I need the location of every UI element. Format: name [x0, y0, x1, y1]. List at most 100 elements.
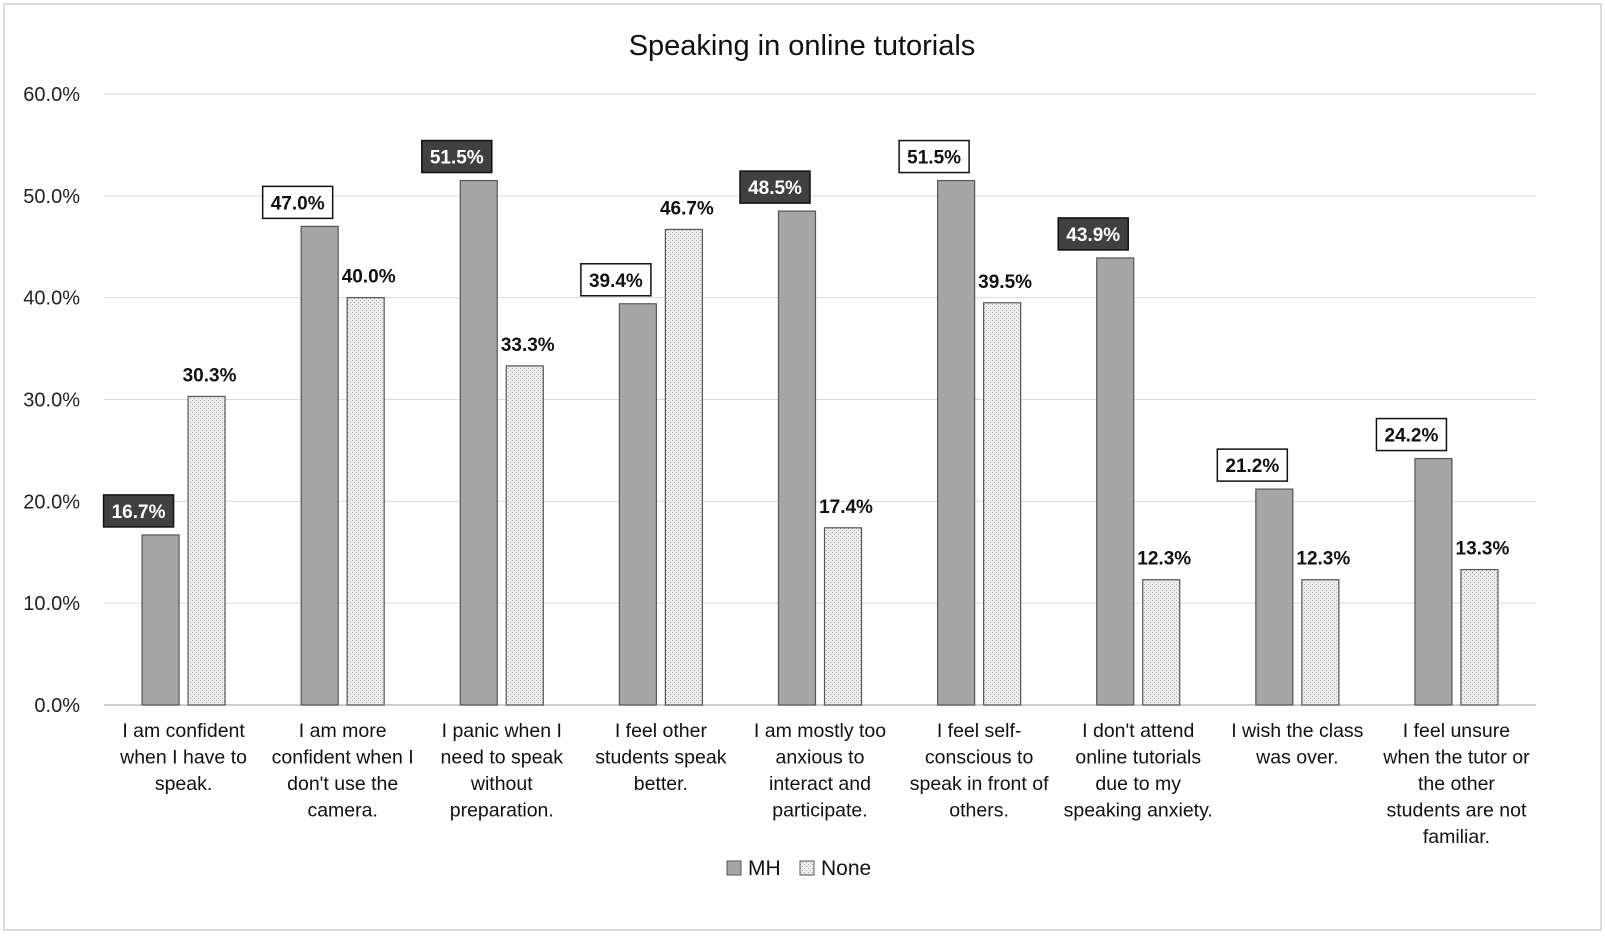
x-tick-label-line: without	[470, 773, 533, 795]
x-tick-label-line: need to speak	[441, 747, 564, 769]
x-tick-label: I feel unsure when the tutor or the other s…	[1382, 720, 1530, 848]
data-label-box	[261, 185, 334, 220]
bar-none	[823, 527, 863, 706]
x-tick-label: I am confident when I have to speak.	[119, 720, 247, 795]
bar-mh	[141, 534, 180, 706]
x-tick-label-line: due to my	[1095, 773, 1181, 795]
data-label-box	[1057, 217, 1129, 251]
data-label-none: 12.3%	[1296, 549, 1350, 570]
bar-mh	[1255, 488, 1294, 706]
data-labels: 16.7% 30.3% 47.0% 40.0% 51.5% 33.3% 39.4% 46.7%…	[102, 139, 1510, 570]
x-tick-label: I wish the class was over.	[1231, 720, 1363, 769]
bar-none	[505, 365, 544, 706]
x-tick-label-line: students are not	[1387, 800, 1527, 822]
data-label-none: 39.5%	[978, 272, 1032, 293]
data-label-box	[102, 494, 175, 528]
x-tick-label-line: I am mostly too	[754, 720, 886, 742]
bar-none	[346, 297, 385, 706]
bar-mh	[1414, 457, 1453, 706]
data-label-mh: 51.5%	[907, 148, 961, 169]
data-label-none: 30.3%	[183, 365, 237, 386]
legend: MH None	[726, 857, 871, 880]
x-tick-label-line: I am confident	[122, 720, 245, 742]
data-label-mh: 39.4%	[589, 271, 643, 292]
bar-none	[1301, 579, 1340, 706]
x-tick-label-line: I wish the class	[1231, 720, 1363, 742]
y-tick-label: 60.0%	[23, 84, 80, 106]
x-tick-label-line: participate.	[772, 800, 867, 822]
bars	[141, 179, 1499, 706]
x-tick-label-line: I feel other	[615, 720, 708, 742]
bar-none	[983, 302, 1022, 706]
bar-mh	[618, 303, 657, 706]
data-label-box	[421, 139, 493, 174]
x-tick-label-line: others.	[949, 800, 1009, 822]
data-label-box	[739, 170, 811, 204]
x-tick-label-line: speak in front of	[910, 773, 1049, 795]
bar-mh	[1096, 257, 1135, 706]
data-label-none: 12.3%	[1137, 549, 1191, 570]
data-label-mh: 48.5%	[748, 178, 802, 199]
data-label-box	[1216, 448, 1289, 482]
x-tick-label: I panic when I need to speak without prepar…	[441, 720, 564, 822]
legend-swatch-none	[799, 860, 815, 876]
x-tick-label-line: confident when I	[272, 747, 414, 769]
data-label-box	[1375, 417, 1448, 452]
x-tick-label-line: I don't attend	[1082, 720, 1194, 742]
x-tick-label-line: I feel unsure	[1403, 720, 1510, 742]
bar-mh	[937, 179, 976, 706]
y-tick-label: 20.0%	[23, 491, 80, 513]
y-tick-label: 50.0%	[23, 186, 80, 208]
x-tick-label-line: students speak	[595, 747, 726, 769]
data-label-mh: 16.7%	[112, 502, 166, 523]
data-label-mh: 51.5%	[430, 148, 484, 169]
x-tick-label-line: don't use the	[287, 773, 398, 795]
x-tick-label: I feel other students speak better.	[595, 720, 726, 795]
data-label-box	[580, 263, 652, 297]
gridlines	[104, 93, 1536, 706]
bar-mh	[777, 210, 817, 706]
x-tick-label-line: I panic when I	[442, 720, 562, 742]
x-tick-label-line: anxious to	[776, 747, 865, 769]
x-tick-label: I am mostly too anxious to interact and par…	[754, 720, 886, 822]
bar-mh	[459, 179, 498, 706]
x-tick-label-line: I am more	[299, 720, 387, 742]
data-label-mh: 47.0%	[271, 193, 325, 214]
y-axis: 0.0% 10.0% 20.0% 30.0% 40.0% 50.0% 60.0%	[23, 84, 80, 717]
x-tick-label-line: online tutorials	[1075, 747, 1201, 769]
x-tick-label-line: conscious to	[925, 747, 1034, 769]
bar-none	[664, 228, 703, 706]
x-tick-label-line: was over.	[1255, 747, 1338, 769]
data-label-none: 40.0%	[342, 267, 396, 288]
x-tick-label-line: when the tutor or	[1382, 747, 1530, 769]
data-label-none: 46.7%	[660, 198, 714, 219]
data-label-none: 13.3%	[1456, 539, 1510, 560]
x-tick-label-line: when I have to	[119, 747, 247, 769]
x-tick-label: I am more confident when I don't use the ca…	[272, 720, 414, 822]
data-label-none: 33.3%	[501, 335, 555, 356]
bar-none	[1142, 579, 1181, 706]
data-label-box	[898, 139, 970, 174]
y-tick-label: 0.0%	[34, 695, 80, 717]
y-tick-label: 10.0%	[23, 593, 80, 615]
bar-none	[187, 395, 226, 706]
bar-mh	[300, 225, 339, 706]
x-tick-label-line: I feel self-	[937, 720, 1022, 742]
legend-swatch-mh	[726, 860, 742, 876]
data-label-mh: 24.2%	[1385, 426, 1439, 447]
y-tick-label: 30.0%	[23, 390, 80, 412]
bar-none	[1460, 568, 1499, 706]
x-tick-label-line: the other	[1418, 773, 1495, 795]
data-label-mh: 21.2%	[1225, 456, 1279, 477]
x-axis: I am confident when I have to speak. I am m…	[119, 720, 1530, 848]
legend-label-mh: MH	[748, 857, 781, 880]
data-label-mh: 43.9%	[1066, 225, 1120, 246]
x-tick-label-line: preparation.	[450, 800, 554, 822]
chart-title: Speaking in online tutorials	[629, 30, 976, 62]
x-tick-label-line: interact and	[769, 773, 871, 795]
x-tick-label-line: familiar.	[1423, 826, 1490, 848]
legend-label-none: None	[821, 857, 871, 880]
x-tick-label-line: speaking anxiety.	[1064, 800, 1213, 822]
